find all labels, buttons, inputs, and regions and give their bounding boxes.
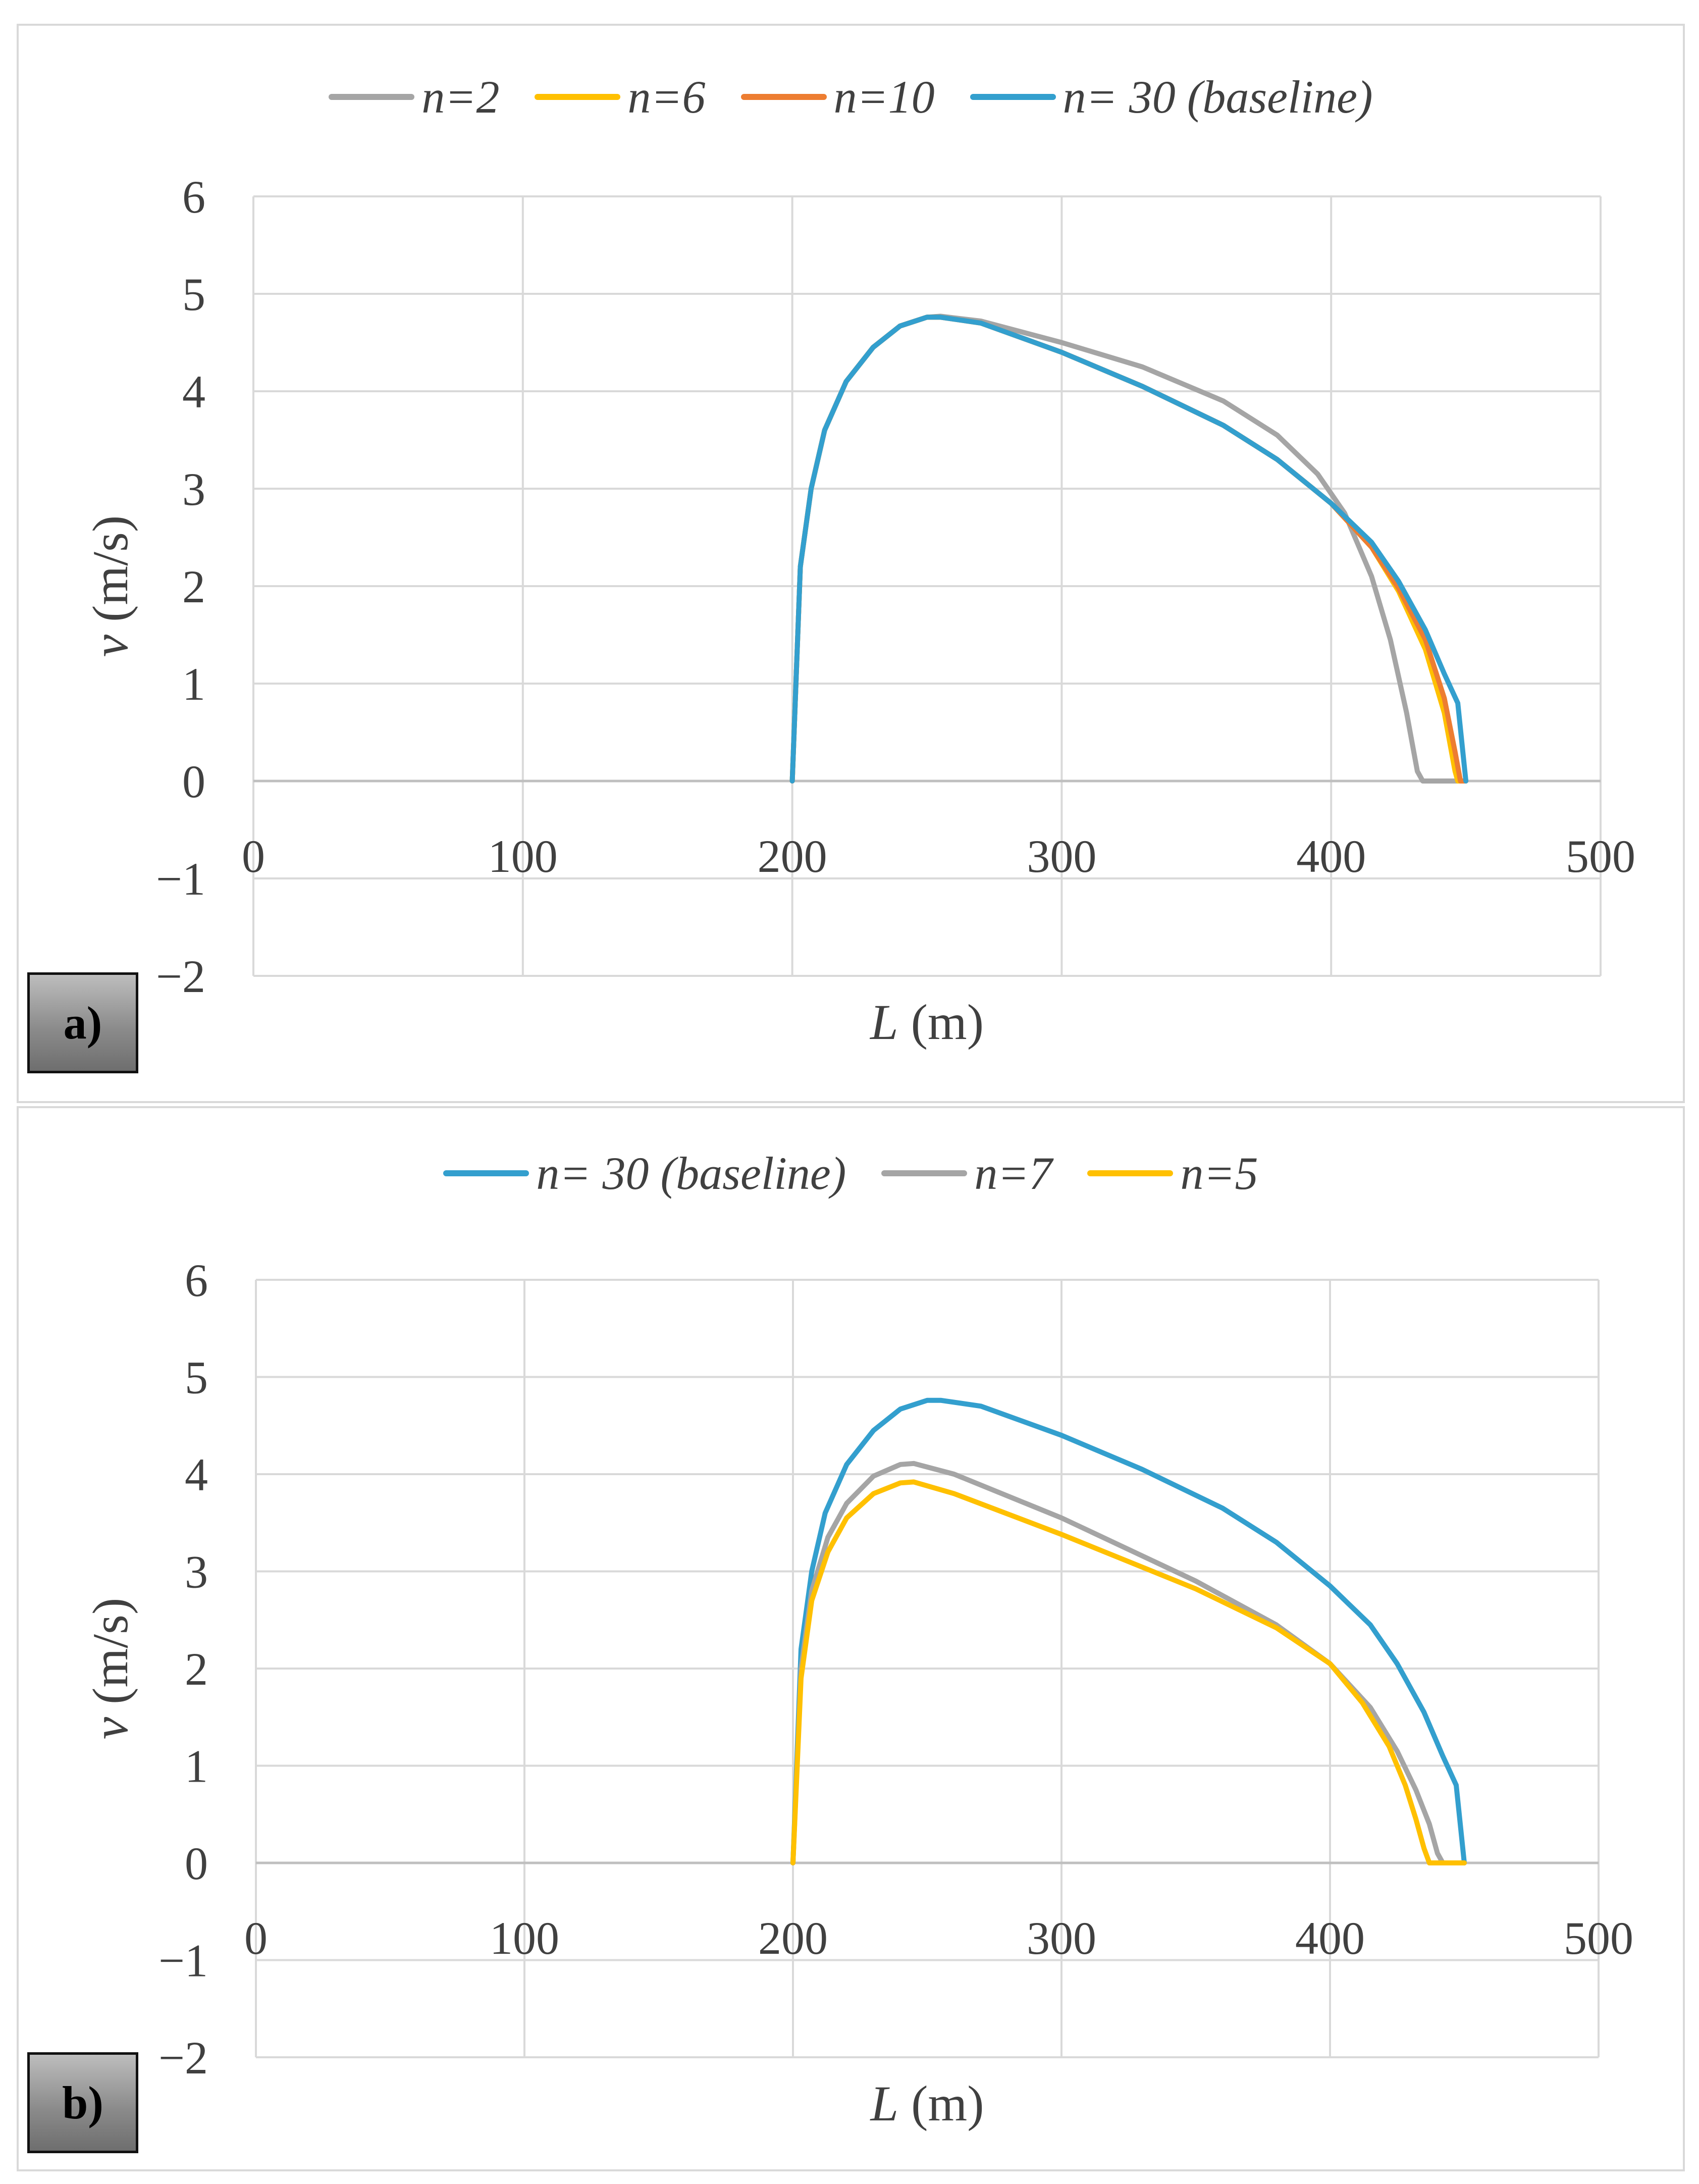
y-tick-label: 2 (185, 1643, 208, 1695)
y-tick-label: 5 (185, 1352, 208, 1403)
legend-swatch (970, 94, 1056, 100)
y-tick-label: −2 (158, 2032, 208, 2084)
y-tick-label: 5 (182, 269, 205, 320)
y-tick-label: 3 (185, 1546, 208, 1598)
x-axis-label: L (m) (869, 2075, 984, 2131)
legend-item: n= 30 (baseline) (970, 70, 1373, 124)
x-tick-label: 300 (1027, 830, 1096, 882)
chart-panel-a: n=2 n=6 n=10 n= 30 (baseline) −2 −1 0 1 2 3 4 5… (17, 24, 1685, 1103)
chart-panel-b: n= 30 (baseline) n=7 n=5 −2 −1 0 1 2 3 4 5 6 0 100… (17, 1106, 1685, 2171)
legend-item: n=2 (329, 70, 499, 124)
legend-swatch (535, 94, 621, 100)
series-line-n-30-baseline- (790, 1397, 1467, 1865)
legend-item: n=7 (881, 1147, 1052, 1200)
y-tick-label: 6 (182, 171, 205, 223)
legend-swatch (740, 94, 827, 100)
legend-label: n= 30 (baseline) (536, 1148, 846, 1199)
y-axis-variable: v (82, 1717, 138, 1739)
legend-label: n=10 (833, 71, 935, 123)
legend-swatch (329, 94, 415, 100)
x-tick-label: 400 (1296, 830, 1366, 882)
x-tick-label: 400 (1295, 1912, 1365, 1964)
y-tick-label: 0 (185, 1838, 208, 1889)
x-axis-variable: L (869, 994, 898, 1050)
x-tick-label: 100 (490, 1912, 559, 1964)
legend-item: n=5 (1087, 1147, 1258, 1200)
y-tick-label: −2 (156, 951, 205, 1002)
x-tick-label: 100 (488, 830, 558, 882)
y-tick-label: 3 (182, 463, 205, 515)
x-tick-label: 300 (1027, 1912, 1096, 1964)
legend-swatch (881, 1170, 968, 1176)
x-tick-label: 0 (244, 1912, 268, 1964)
panel-label: b) (27, 2052, 138, 2153)
legend: n= 30 (baseline) n=7 n=5 (19, 1147, 1683, 1200)
legend-swatch (1087, 1170, 1174, 1176)
series-line-n-6 (789, 315, 1469, 784)
legend: n=2 n=6 n=10 n= 30 (baseline) (19, 70, 1683, 124)
x-axis-unit: (m) (898, 2075, 984, 2131)
legend-label: n=5 (1180, 1148, 1258, 1199)
y-tick-label: 1 (185, 1741, 208, 1792)
y-tick-label: 4 (182, 366, 205, 418)
series-line-n-10 (789, 315, 1469, 784)
series-line-n-7 (790, 1461, 1467, 1865)
y-tick-label: −1 (156, 853, 205, 905)
series-line-n-30-baseline- (789, 315, 1469, 784)
legend-label: n=6 (627, 71, 706, 123)
x-tick-label: 200 (758, 830, 827, 882)
x-axis-label: L (m) (869, 994, 984, 1050)
y-tick-label: 0 (182, 756, 205, 807)
y-tick-label: 2 (182, 561, 205, 612)
x-tick-label: 0 (242, 830, 265, 882)
y-axis-variable: v (82, 634, 138, 657)
legend-label: n=2 (421, 71, 500, 123)
plot-area: −2 −1 0 1 2 3 4 5 6 0 100 200 300 400 500 L (m) v (m/s) (82, 171, 1635, 1050)
legend-item: n= 30 (baseline) (443, 1147, 846, 1200)
legend-label: n= 30 (baseline) (1063, 71, 1373, 123)
legend-swatch (443, 1170, 529, 1176)
y-axis-label: v (m/s) (82, 515, 138, 657)
series-line-n-2 (789, 314, 1469, 784)
y-axis-unit: (m/s) (82, 515, 138, 635)
x-tick-label: 500 (1564, 1912, 1633, 1964)
y-axis-unit: (m/s) (82, 1598, 138, 1717)
legend-item: n=10 (740, 70, 935, 124)
y-tick-label: 4 (185, 1449, 208, 1500)
y-tick-label: 1 (182, 658, 205, 710)
panel-label: a) (27, 972, 138, 1073)
legend-item: n=6 (535, 70, 706, 124)
y-tick-label: −1 (158, 1935, 208, 1987)
plot-area: −2 −1 0 1 2 3 4 5 6 0 100 200 300 400 500 L (m) v (m/s) (82, 1255, 1633, 2131)
x-tick-label: 200 (758, 1912, 828, 1964)
x-tick-label: 500 (1566, 830, 1635, 882)
y-axis-label: v (m/s) (82, 1598, 138, 1739)
y-tick-label: 6 (185, 1255, 208, 1306)
x-axis-variable: L (869, 2075, 898, 2131)
series-line-n-5 (790, 1479, 1467, 1865)
x-axis-unit: (m) (898, 994, 984, 1050)
legend-label: n=7 (974, 1148, 1052, 1199)
